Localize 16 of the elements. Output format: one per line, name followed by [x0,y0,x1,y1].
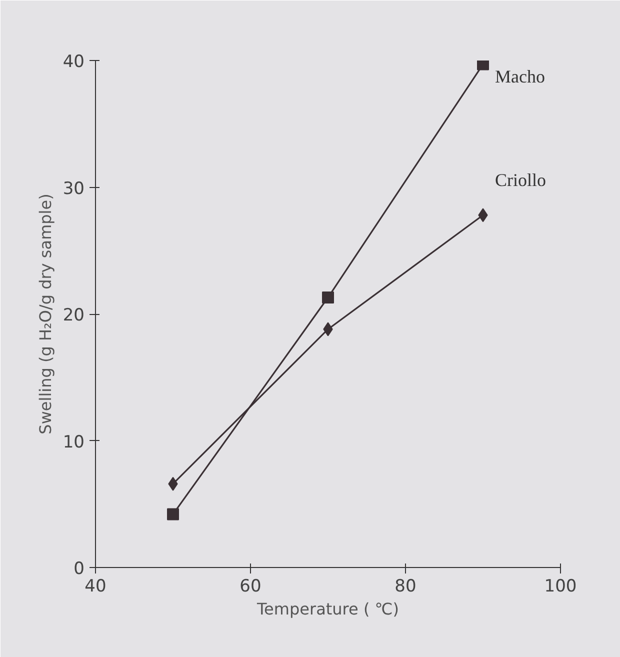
x-axis-title: Temperature ( ℃) [256,600,399,618]
y-axis-title: Swelling (g H₂O/g dry sample) [36,194,55,434]
point [477,60,489,70]
y-tick-label: 40 [62,52,85,72]
series-label: Macho [495,66,545,86]
x-tick-label: 40 [84,576,106,596]
y-tick-label: 30 [62,178,85,199]
point [167,508,179,520]
x-tick-label: 80 [394,576,416,596]
y-tick-label: 10 [62,432,85,452]
y-tick-label: 0 [74,559,85,579]
series-label: Criollo [495,170,546,190]
x-tick-label: 100 [544,576,577,596]
x-tick-label: 60 [240,576,262,596]
point [322,292,334,304]
y-tick-label: 20 [62,306,85,326]
